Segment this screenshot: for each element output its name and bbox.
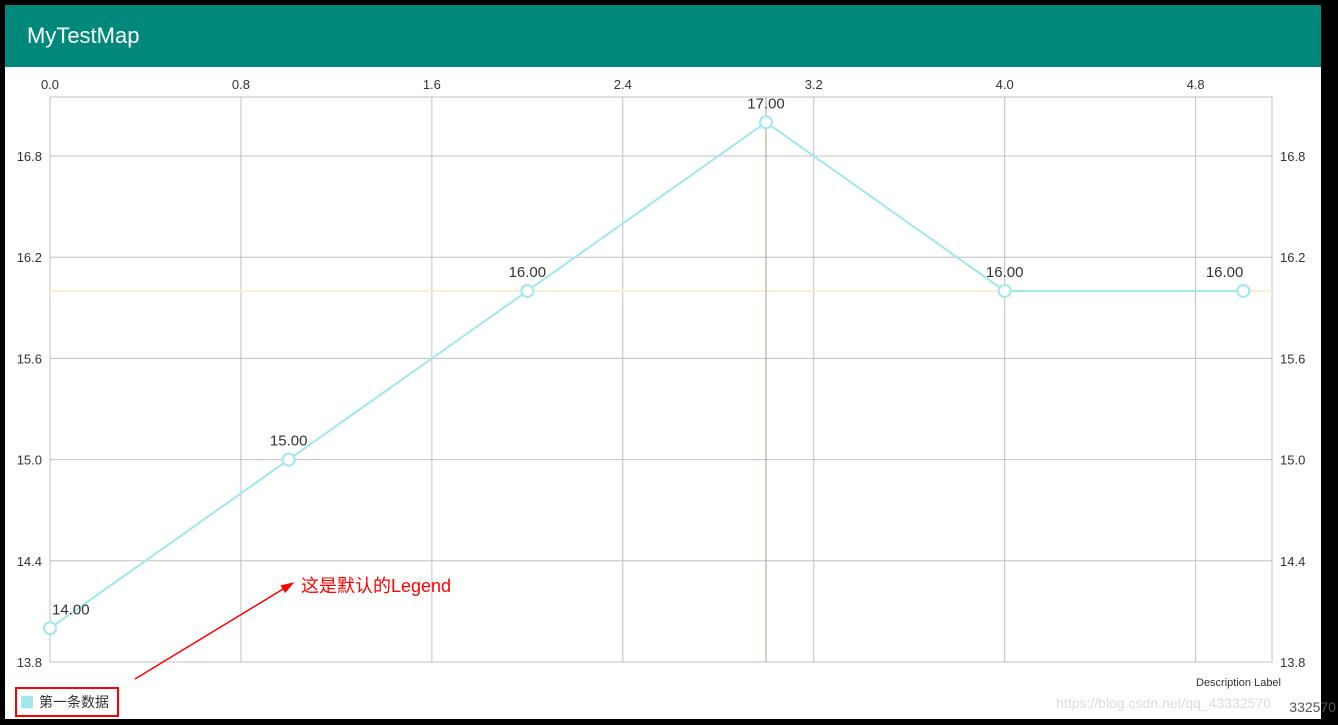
chart-legend[interactable]: 第一条数据	[15, 687, 119, 717]
svg-text:0.8: 0.8	[232, 77, 250, 92]
line-chart[interactable]: 0.0 0.8 1.6 2.4 3.2 4.0 4.8 13.8 14.4 15.0 15.6 16.…	[5, 67, 1321, 719]
app-header: MyTestMap	[5, 5, 1321, 67]
svg-text:16.00: 16.00	[1206, 264, 1244, 281]
chart-container: 0.0 0.8 1.6 2.4 3.2 4.0 4.8 13.8 14.4 15.0 15.6 16.…	[5, 67, 1321, 719]
svg-text:13.8: 13.8	[17, 655, 42, 670]
svg-text:15.0: 15.0	[1280, 453, 1305, 468]
svg-text:15.6: 15.6	[1280, 351, 1305, 366]
svg-text:1.6: 1.6	[423, 77, 441, 92]
side-number: 332570	[1289, 699, 1336, 715]
svg-text:15.0: 15.0	[17, 453, 42, 468]
svg-text:15.6: 15.6	[17, 351, 42, 366]
svg-text:16.00: 16.00	[509, 264, 547, 281]
svg-text:14.4: 14.4	[1280, 554, 1305, 569]
svg-text:0.0: 0.0	[41, 77, 59, 92]
svg-text:3.2: 3.2	[805, 77, 823, 92]
svg-text:15.00: 15.00	[270, 433, 308, 450]
description-label: Description Label	[1196, 677, 1281, 689]
svg-text:16.8: 16.8	[1280, 149, 1305, 164]
app-frame: MyTestMap 0.0 0.8 1.6 2.4 3.2 4.0 4.8 13.8 14.4 1…	[3, 3, 1323, 721]
watermark-text: https://blog.csdn.net/qq_43332570	[1056, 695, 1271, 711]
svg-text:14.00: 14.00	[52, 601, 90, 618]
svg-text:13.8: 13.8	[1280, 655, 1305, 670]
svg-text:4.8: 4.8	[1187, 77, 1205, 92]
legend-label: 第一条数据	[39, 692, 109, 712]
svg-text:14.4: 14.4	[17, 554, 42, 569]
legend-annotation-text: 这是默认的Legend	[301, 572, 451, 598]
legend-swatch	[21, 696, 33, 708]
svg-text:16.8: 16.8	[17, 149, 42, 164]
svg-text:17.00: 17.00	[747, 95, 785, 112]
svg-text:4.0: 4.0	[996, 77, 1014, 92]
svg-text:16.2: 16.2	[17, 250, 42, 265]
svg-text:16.2: 16.2	[1280, 250, 1305, 265]
svg-text:2.4: 2.4	[614, 77, 632, 92]
svg-text:16.00: 16.00	[986, 264, 1024, 281]
app-title: MyTestMap	[27, 23, 139, 49]
